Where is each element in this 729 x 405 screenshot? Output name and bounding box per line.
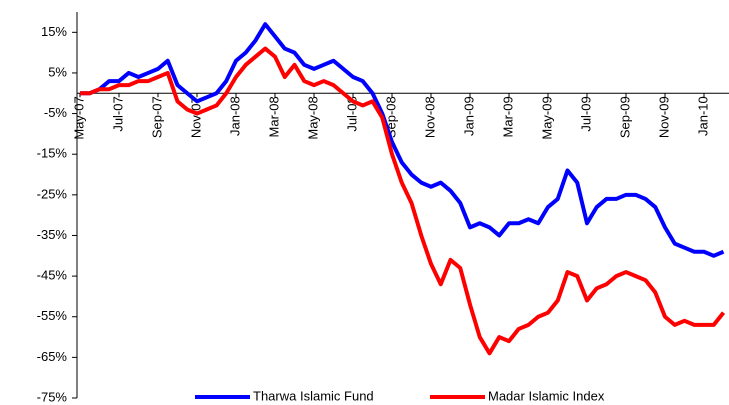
legend-label: Tharwa Islamic Fund bbox=[253, 388, 374, 403]
x-tick-label: Nov-07 bbox=[188, 96, 203, 138]
legend-item: Tharwa Islamic Fund bbox=[195, 388, 374, 403]
series-line bbox=[80, 22, 725, 258]
x-tick-label: Nov-09 bbox=[656, 96, 671, 138]
x-tick-label: Sep-09 bbox=[617, 96, 632, 138]
y-tick-label: 5% bbox=[48, 64, 67, 79]
x-tick-label: Jul-07 bbox=[110, 96, 125, 131]
x-tick-label: Mar-08 bbox=[266, 96, 281, 137]
x-tick-label: Jan-08 bbox=[227, 96, 242, 136]
y-tick-label: -35% bbox=[37, 227, 68, 242]
y-tick-label: -55% bbox=[37, 308, 68, 323]
x-tick-label: May-07 bbox=[71, 96, 86, 139]
series-line bbox=[80, 46, 726, 356]
y-tick-label: -15% bbox=[37, 146, 68, 161]
y-tick-label: 15% bbox=[41, 24, 67, 39]
y-tick-label: -45% bbox=[37, 268, 68, 283]
y-tick-label: -25% bbox=[37, 186, 68, 201]
x-tick-label: Mar-09 bbox=[500, 96, 515, 137]
x-tick-label: May-09 bbox=[539, 96, 554, 139]
y-tick-label: -5% bbox=[44, 105, 68, 120]
x-tick-label: Jan-10 bbox=[695, 96, 710, 136]
x-tick-label: Sep-07 bbox=[149, 96, 164, 138]
x-tick-label: Jul-09 bbox=[578, 96, 593, 131]
legend-item: Madar Islamic Index bbox=[430, 388, 605, 403]
y-tick-label: -65% bbox=[37, 349, 68, 364]
legend-label: Madar Islamic Index bbox=[488, 388, 605, 403]
y-tick-label: -75% bbox=[37, 389, 68, 404]
x-tick-label: Jul-08 bbox=[344, 96, 359, 131]
x-tick-label: May-08 bbox=[305, 96, 320, 139]
x-tick-label: Nov-08 bbox=[422, 96, 437, 138]
x-tick-label: Jan-09 bbox=[461, 96, 476, 136]
